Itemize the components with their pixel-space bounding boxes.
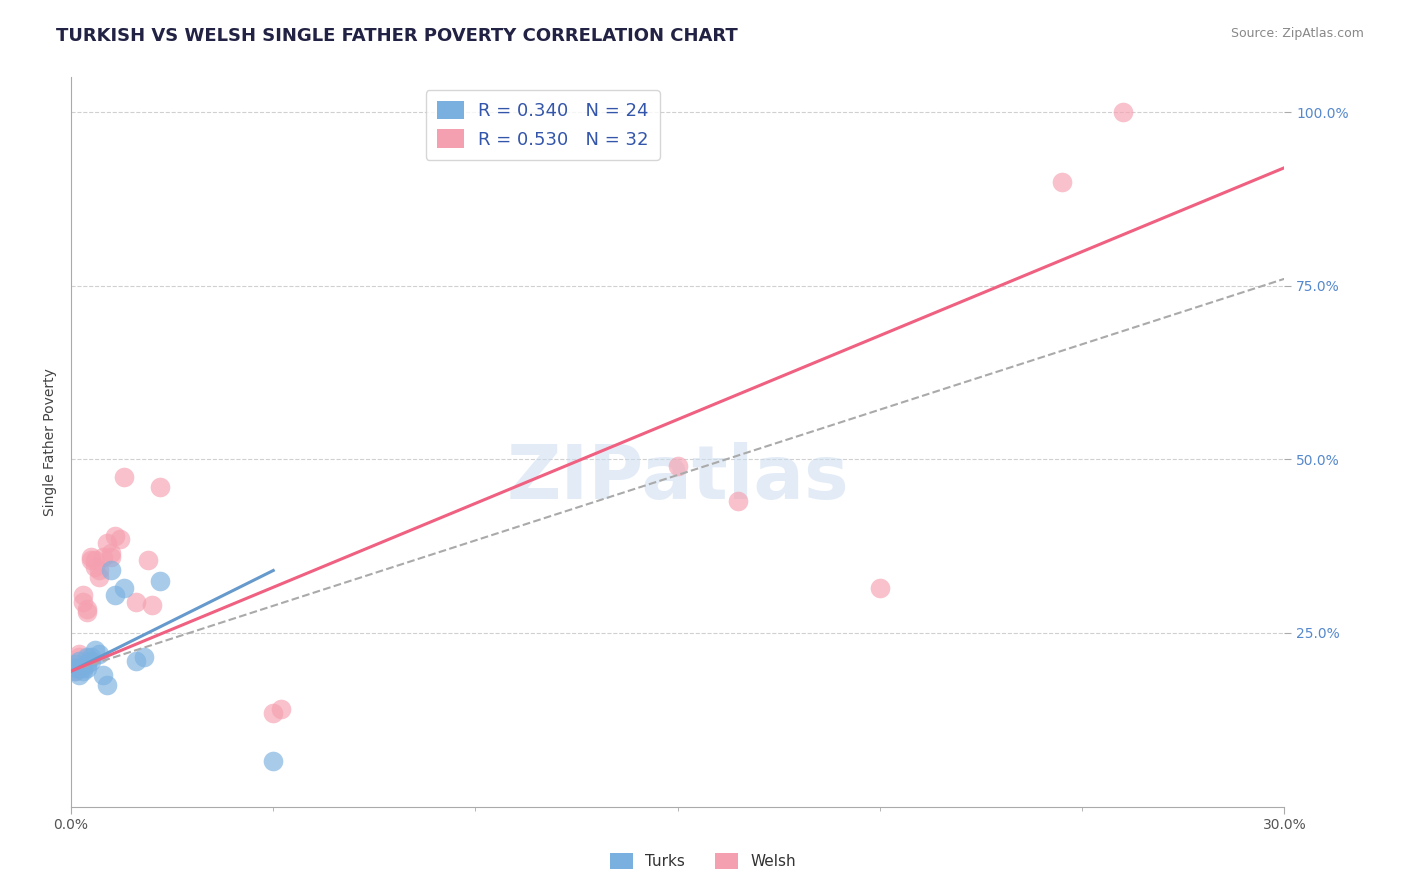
Point: [108, 533, 131, 547]
Point: [63, 664, 86, 678]
Point: [76, 601, 98, 615]
Legend: R = 0.340   N = 24, R = 0.530   N = 32: R = 0.340 N = 24, R = 0.530 N = 32: [426, 90, 659, 160]
Point: [104, 588, 127, 602]
Point: [125, 595, 148, 609]
Point: [72, 595, 94, 609]
Point: [67, 650, 90, 665]
Point: [1050, 175, 1073, 189]
Point: [67, 647, 90, 661]
Point: [63, 664, 86, 678]
Point: [100, 564, 122, 578]
Point: [63, 657, 86, 672]
Text: Source: ZipAtlas.com: Source: ZipAtlas.com: [1230, 27, 1364, 40]
Point: [76, 650, 98, 665]
Point: [67, 661, 90, 675]
Point: [262, 706, 284, 720]
Legend: Turks, Welsh: Turks, Welsh: [603, 847, 803, 875]
Point: [89, 564, 111, 578]
Point: [89, 647, 111, 661]
Point: [869, 581, 891, 595]
Point: [149, 480, 172, 494]
Point: [93, 549, 115, 564]
Point: [666, 459, 689, 474]
Point: [132, 650, 155, 665]
Point: [136, 553, 159, 567]
Point: [84, 560, 107, 574]
Text: ZIPatlas: ZIPatlas: [506, 442, 849, 515]
Point: [76, 605, 98, 619]
Point: [141, 598, 163, 612]
Point: [112, 581, 135, 595]
Point: [100, 546, 122, 560]
Point: [72, 661, 94, 675]
Point: [80, 549, 103, 564]
Point: [100, 549, 122, 564]
Point: [80, 654, 103, 668]
Point: [67, 654, 90, 668]
Point: [80, 650, 103, 665]
Point: [72, 664, 94, 678]
Point: [112, 469, 135, 483]
Point: [76, 657, 98, 672]
Point: [262, 755, 284, 769]
Y-axis label: Single Father Poverty: Single Father Poverty: [44, 368, 58, 516]
Point: [93, 667, 115, 681]
Point: [72, 588, 94, 602]
Point: [67, 667, 90, 681]
Point: [80, 553, 103, 567]
Point: [104, 529, 127, 543]
Point: [89, 570, 111, 584]
Point: [96, 678, 118, 692]
Point: [149, 574, 172, 588]
Point: [84, 553, 107, 567]
Point: [63, 661, 86, 675]
Point: [727, 494, 749, 508]
Point: [76, 661, 98, 675]
Point: [63, 661, 86, 675]
Text: TURKISH VS WELSH SINGLE FATHER POVERTY CORRELATION CHART: TURKISH VS WELSH SINGLE FATHER POVERTY C…: [56, 27, 738, 45]
Point: [270, 702, 292, 716]
Point: [125, 654, 148, 668]
Point: [96, 535, 118, 549]
Point: [84, 643, 107, 657]
Point: [1111, 105, 1133, 120]
